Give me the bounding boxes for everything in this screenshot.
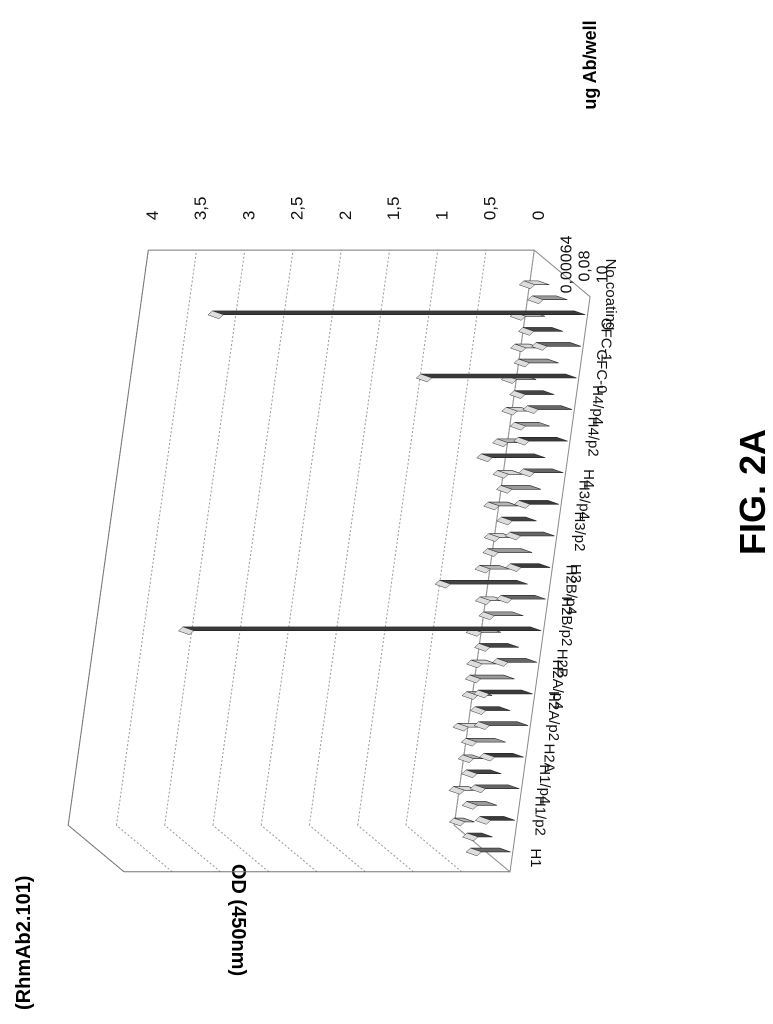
y-tick-label: 1,5 (384, 197, 403, 221)
side-gridline (165, 825, 221, 872)
y-tick-label: 2,5 (288, 197, 307, 221)
gridline (165, 250, 245, 825)
plot-area (68, 250, 590, 872)
side-gridline (358, 825, 414, 872)
value-axis: 0 0,5 1 1,5 2 2,5 3 3,5 4 (143, 197, 548, 221)
category-label: H4 (580, 469, 597, 488)
bar (212, 311, 585, 315)
side-gridline (116, 825, 172, 872)
y-tick-label: 2 (336, 211, 355, 220)
side-gridline (261, 825, 317, 872)
depth-label: 10 (595, 265, 612, 283)
gridline (116, 250, 196, 825)
side-gridline (309, 825, 365, 872)
y-tick-label: 0 (529, 211, 548, 220)
bar (440, 580, 528, 584)
gridline (309, 250, 389, 825)
depth-label: 0,08 (577, 250, 594, 281)
wall-top-edge (68, 250, 148, 825)
y-tick-label: 1 (432, 211, 451, 220)
category-label: H1 (527, 848, 544, 867)
antibody-label: (RhmAb2.101) (13, 876, 35, 1010)
gridline (261, 250, 341, 825)
y-tick-label: 3,5 (191, 197, 210, 221)
y-axis-title: OD (450nm) (227, 864, 249, 976)
bar (183, 627, 541, 631)
depth-label: 0,00064 (559, 235, 576, 293)
y-tick-label: 3 (239, 211, 258, 220)
y-tick-label: 0,5 (481, 197, 500, 221)
gridline (358, 250, 438, 825)
side-gridline (406, 825, 462, 872)
depth-axis-title: ug Ab/well (580, 20, 600, 109)
category-label: H2B (554, 649, 571, 678)
y-tick-label: 4 (143, 211, 162, 220)
gridline (213, 250, 293, 825)
figure-label: FIG. 2A (732, 429, 773, 555)
bar (421, 374, 577, 378)
side-wall-top (68, 825, 124, 872)
category-label: H3 (567, 564, 584, 583)
category-label: H2A (540, 744, 557, 773)
